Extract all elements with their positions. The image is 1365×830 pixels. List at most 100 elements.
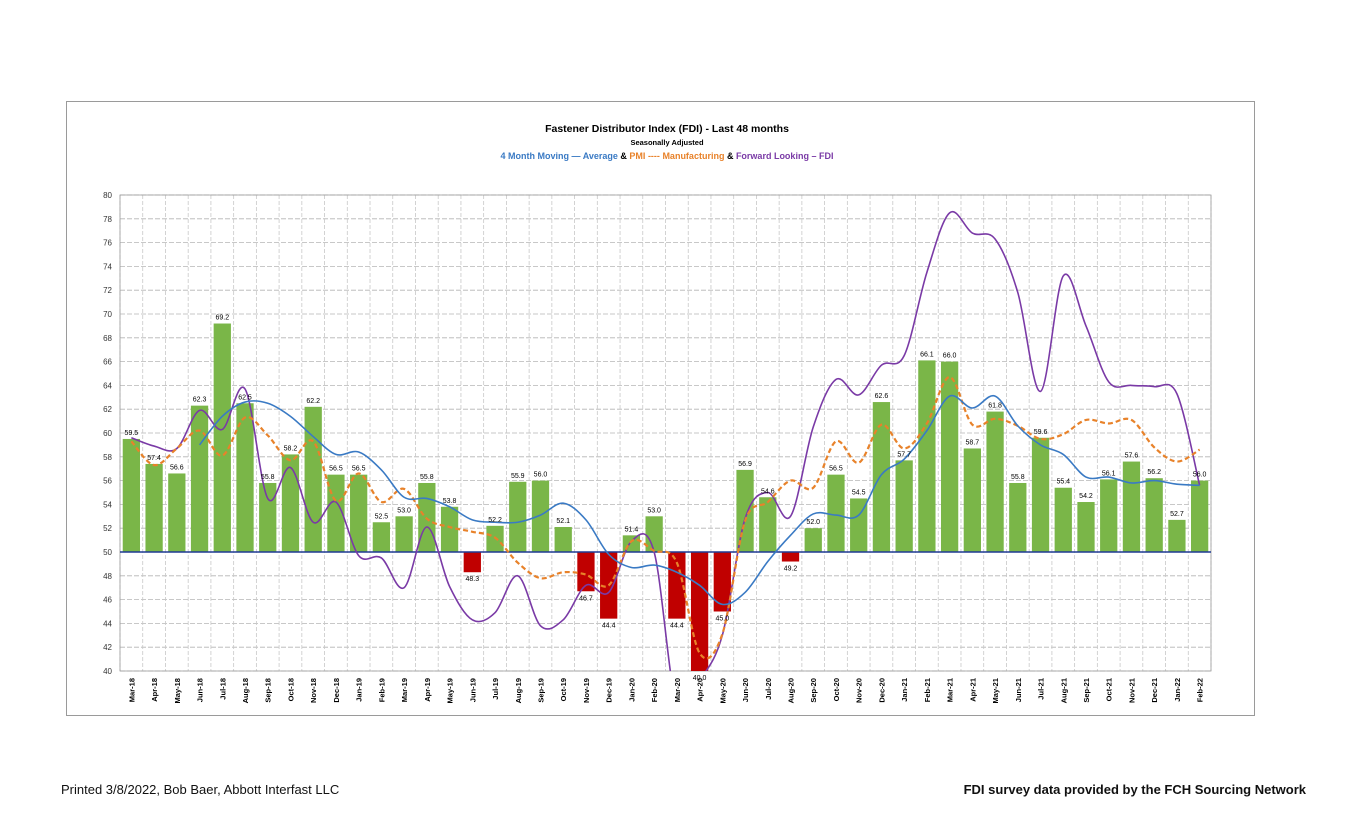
y-tick-label: 56 [103, 477, 112, 486]
bar-Jul-20 [759, 497, 777, 552]
bar-labels: 59.5 57.4 56.6 62.3 69.2 62.5 55.8 58.2 62.2 56.5… [125, 315, 1207, 682]
bar-label-Oct-18: 58.2 [284, 445, 298, 452]
line-series [130, 210, 1201, 671]
y-tick-label: 50 [103, 548, 112, 557]
line-forward-looking-fdi [131, 210, 1201, 671]
bar-label-Dec-20: 62.6 [875, 393, 889, 400]
legend-entry: Manufacturing [660, 151, 725, 161]
bar-label-Apr-21: 58.7 [966, 439, 980, 446]
x-tick-label-Jul-21: Jul-21 [1037, 678, 1046, 700]
legend-entry: – [809, 151, 817, 161]
legend-entry: & [724, 151, 734, 161]
bar-Feb-19 [372, 522, 391, 552]
bar-label-Feb-22: 56.0 [1193, 472, 1207, 479]
bar-label-Apr-19: 55.8 [420, 474, 434, 481]
bar-label-Sep-21: 54.2 [1079, 493, 1093, 500]
y-axis: 40 42 44 46 48 50 52 54 56 58 60 62 64 66 68 70 72 74 76 78… [103, 191, 112, 676]
y-tick-label: 72 [103, 286, 112, 295]
bar-Sep-21 [1077, 502, 1095, 552]
x-tick-label-Feb-19: Feb-19 [377, 678, 386, 702]
bar-label-May-21: 61.8 [988, 403, 1002, 410]
bar-label-Jun-18: 62.3 [193, 397, 207, 404]
x-tick-label-Jul-19: Jul-19 [491, 678, 500, 700]
x-axis: Mar-18 Apr-18 May-18 Jun-18 Jul-18 Aug-18 Sep-… [127, 678, 1204, 703]
bar-label-Dec-19: 44.4 [602, 623, 616, 630]
bar-label-Mar-20: 44.4 [670, 623, 684, 630]
bar-Mar-20 [668, 552, 686, 619]
bar-Jun-20 [736, 469, 754, 552]
bar-label-Jan-19: 56.5 [352, 466, 366, 473]
bar-label-Aug-18: 62.5 [238, 394, 252, 401]
bar-Oct-19 [554, 527, 572, 552]
x-tick-label-Jul-20: Jul-20 [764, 678, 773, 700]
grid-lines [119, 194, 1212, 672]
x-tick-label-Jul-18: Jul-18 [218, 678, 227, 700]
y-tick-label: 64 [103, 381, 112, 390]
x-tick-label-Mar-20: Mar-20 [673, 678, 682, 702]
x-tick-label-Nov-21: Nov-21 [1127, 678, 1136, 703]
x-tick-label-Mar-21: Mar-21 [946, 678, 955, 702]
y-tick-label: 60 [103, 429, 112, 438]
x-tick-label-May-20: May-20 [718, 678, 727, 703]
x-tick-label-Oct-21: Oct-21 [1105, 678, 1114, 701]
fdi-chart: Fastener Distributor Index (FDI) - Last … [103, 123, 1212, 703]
bar-Sep-20 [804, 528, 822, 552]
bar-label-Mar-18: 59.5 [125, 430, 139, 437]
legend-entry: ---- [645, 151, 660, 161]
bar-label-Sep-18: 55.8 [261, 474, 275, 481]
bar-May-19 [440, 506, 459, 552]
bar-Aug-19 [509, 481, 527, 552]
x-tick-label-Feb-20: Feb-20 [650, 678, 659, 702]
y-tick-label: 70 [103, 310, 112, 319]
x-tick-label-Sep-18: Sep-18 [264, 678, 273, 703]
bar-label-Aug-21: 55.4 [1056, 479, 1070, 486]
bar-label-Jan-20: 51.4 [625, 526, 639, 533]
bar-Aug-18 [236, 403, 254, 552]
line-4-month-moving-average [198, 394, 1200, 606]
bar-May-18 [168, 473, 186, 552]
x-tick-label-Dec-19: Dec-19 [605, 678, 614, 703]
bar-Apr-21 [963, 448, 981, 552]
bar-label-Feb-20: 53.0 [647, 507, 661, 514]
y-tick-label: 80 [103, 191, 112, 200]
x-tick-label-Nov-18: Nov-18 [309, 678, 318, 703]
bar-label-Mar-19: 53.0 [397, 507, 411, 514]
x-tick-label-Jun-19: Jun-19 [468, 678, 477, 702]
footer-data-source: FDI survey data provided by the FCH Sour… [963, 782, 1306, 797]
bar-label-Jun-21: 55.8 [1011, 474, 1025, 481]
bar-Apr-18 [145, 463, 163, 552]
bar-Feb-22 [1190, 480, 1209, 552]
y-tick-label: 46 [103, 596, 112, 605]
bar-Oct-21 [1100, 479, 1118, 552]
bar-Jan-22 [1168, 519, 1186, 552]
x-tick-label-May-18: May-18 [173, 678, 182, 703]
bar-Mar-18 [122, 438, 141, 552]
y-tick-label: 48 [103, 572, 112, 581]
bar-label-Oct-19: 52.1 [556, 518, 570, 525]
bar-Nov-19 [577, 552, 595, 592]
bar-label-Nov-18: 62.2 [306, 398, 320, 405]
x-tick-label-Mar-18: Mar-18 [127, 678, 136, 702]
x-tick-label-Apr-21: Apr-21 [968, 678, 977, 702]
bar-Nov-18 [304, 406, 322, 552]
x-tick-label-May-19: May-19 [446, 678, 455, 703]
chart-subtitle: Seasonally Adjusted [630, 138, 703, 147]
bar-Jan-20 [622, 535, 641, 552]
y-tick-label: 74 [103, 262, 112, 271]
y-tick-label: 42 [103, 643, 112, 652]
bar-Dec-21 [1145, 478, 1163, 552]
bar-label-Nov-21: 57.6 [1125, 453, 1139, 460]
x-tick-label-Dec-20: Dec-20 [877, 678, 886, 703]
bar-label-Jan-22: 52.7 [1170, 511, 1184, 518]
x-tick-label-Oct-20: Oct-20 [832, 678, 841, 701]
bar-Dec-19 [600, 552, 618, 619]
y-tick-label: 40 [103, 667, 112, 676]
y-tick-label: 62 [103, 405, 112, 414]
x-tick-label-Aug-18: Aug-18 [241, 678, 250, 703]
bar-Nov-20 [850, 498, 868, 552]
y-tick-label: 76 [103, 239, 112, 248]
x-tick-label-Sep-20: Sep-20 [809, 678, 818, 703]
bar-label-May-20: 45.0 [716, 616, 730, 623]
x-tick-label-Jan-21: Jan-21 [900, 678, 909, 702]
bar-label-Dec-21: 56.2 [1147, 469, 1161, 476]
